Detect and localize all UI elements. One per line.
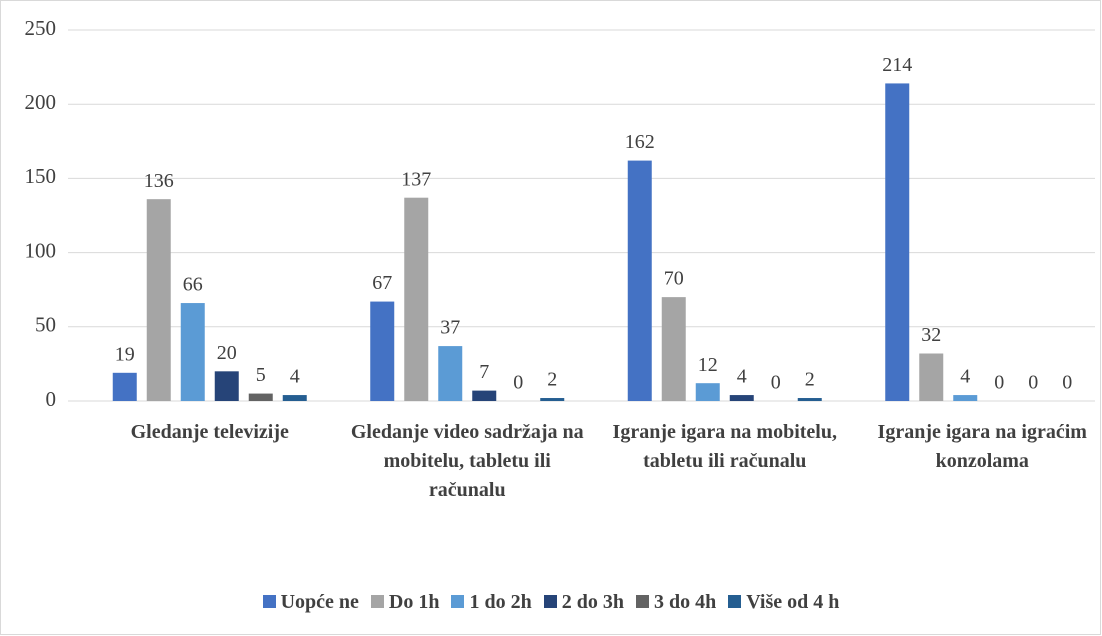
legend-swatch [728, 595, 742, 608]
bar [627, 160, 652, 401]
bar [248, 393, 273, 401]
legend-item: Do 1h [370, 591, 440, 614]
bar [370, 301, 395, 401]
data-label: 20 [217, 342, 237, 364]
bar [540, 398, 565, 401]
legend-swatch [451, 595, 465, 608]
data-label: 7 [479, 361, 489, 383]
data-label: 19 [115, 343, 135, 365]
data-label: 214 [882, 54, 912, 76]
y-tick-label: 100 [25, 238, 57, 262]
data-label: 136 [144, 170, 174, 192]
legend-swatch [635, 595, 649, 608]
bar [919, 353, 944, 401]
bar [953, 395, 978, 401]
bar [146, 199, 171, 401]
data-label: 137 [401, 168, 431, 190]
data-label: 0 [513, 372, 523, 394]
bar [112, 372, 137, 401]
legend-item: 1 do 2h [451, 591, 532, 614]
legend-label: 2 do 3h [561, 591, 624, 613]
legend-swatch [370, 595, 384, 608]
legend-label: Do 1h [388, 591, 440, 613]
legend-swatch [543, 595, 557, 608]
x-tick-label: Igranje igara na igraćim konzolama [877, 421, 1087, 472]
y-tick-label: 150 [25, 164, 57, 188]
data-label: 4 [960, 366, 970, 388]
bar [797, 398, 822, 401]
data-label: 5 [256, 364, 266, 386]
legend-item: 2 do 3h [543, 591, 624, 614]
bar [661, 297, 686, 401]
data-label: 0 [1062, 372, 1072, 394]
data-label: 66 [183, 274, 203, 296]
bar [404, 197, 429, 401]
legend: Uopće ne Do 1h 1 do 2h 2 do 3h 3 do 4h Više o… [0, 591, 1102, 614]
legend-label: Više od 4 h [746, 591, 840, 613]
y-tick-label: 0 [46, 387, 57, 411]
bar [885, 83, 910, 401]
y-tick-label: 200 [25, 90, 57, 114]
bar [472, 390, 497, 401]
legend-item: Više od 4 h [728, 591, 839, 614]
data-label: 4 [737, 366, 747, 388]
data-label: 37 [440, 317, 460, 339]
data-label: 0 [771, 372, 781, 394]
legend-label: Uopće ne [280, 591, 359, 613]
data-label: 162 [625, 131, 655, 153]
data-label: 12 [698, 354, 718, 376]
data-label: 2 [805, 369, 815, 391]
data-label: 32 [921, 324, 941, 346]
x-tick-label: Gledanje televizije [130, 421, 289, 443]
data-label: 2 [547, 369, 557, 391]
bar [729, 395, 754, 401]
bar [695, 383, 720, 401]
x-tick-label: Igranje igara na mobitelu, tabletu ili r… [612, 421, 837, 472]
bar [180, 303, 205, 401]
legend-swatch [262, 595, 276, 608]
data-label: 0 [1028, 372, 1038, 394]
data-label: 0 [994, 372, 1004, 394]
data-label: 67 [372, 272, 392, 294]
data-label: 70 [664, 268, 684, 290]
legend-item: Uopće ne [262, 591, 359, 614]
x-tick-label: Gledanje video sadržaja na mobitelu, tab… [350, 421, 584, 501]
legend-label: 3 do 4h [653, 591, 717, 613]
y-tick-label: 50 [35, 313, 56, 337]
legend-item: 3 do 4h [635, 591, 717, 614]
bar [282, 395, 307, 401]
data-label: 4 [290, 366, 300, 388]
legend-label: 1 do 2h [469, 591, 532, 613]
y-tick-label: 250 [25, 16, 57, 40]
bar [214, 371, 239, 401]
bar [438, 346, 463, 401]
